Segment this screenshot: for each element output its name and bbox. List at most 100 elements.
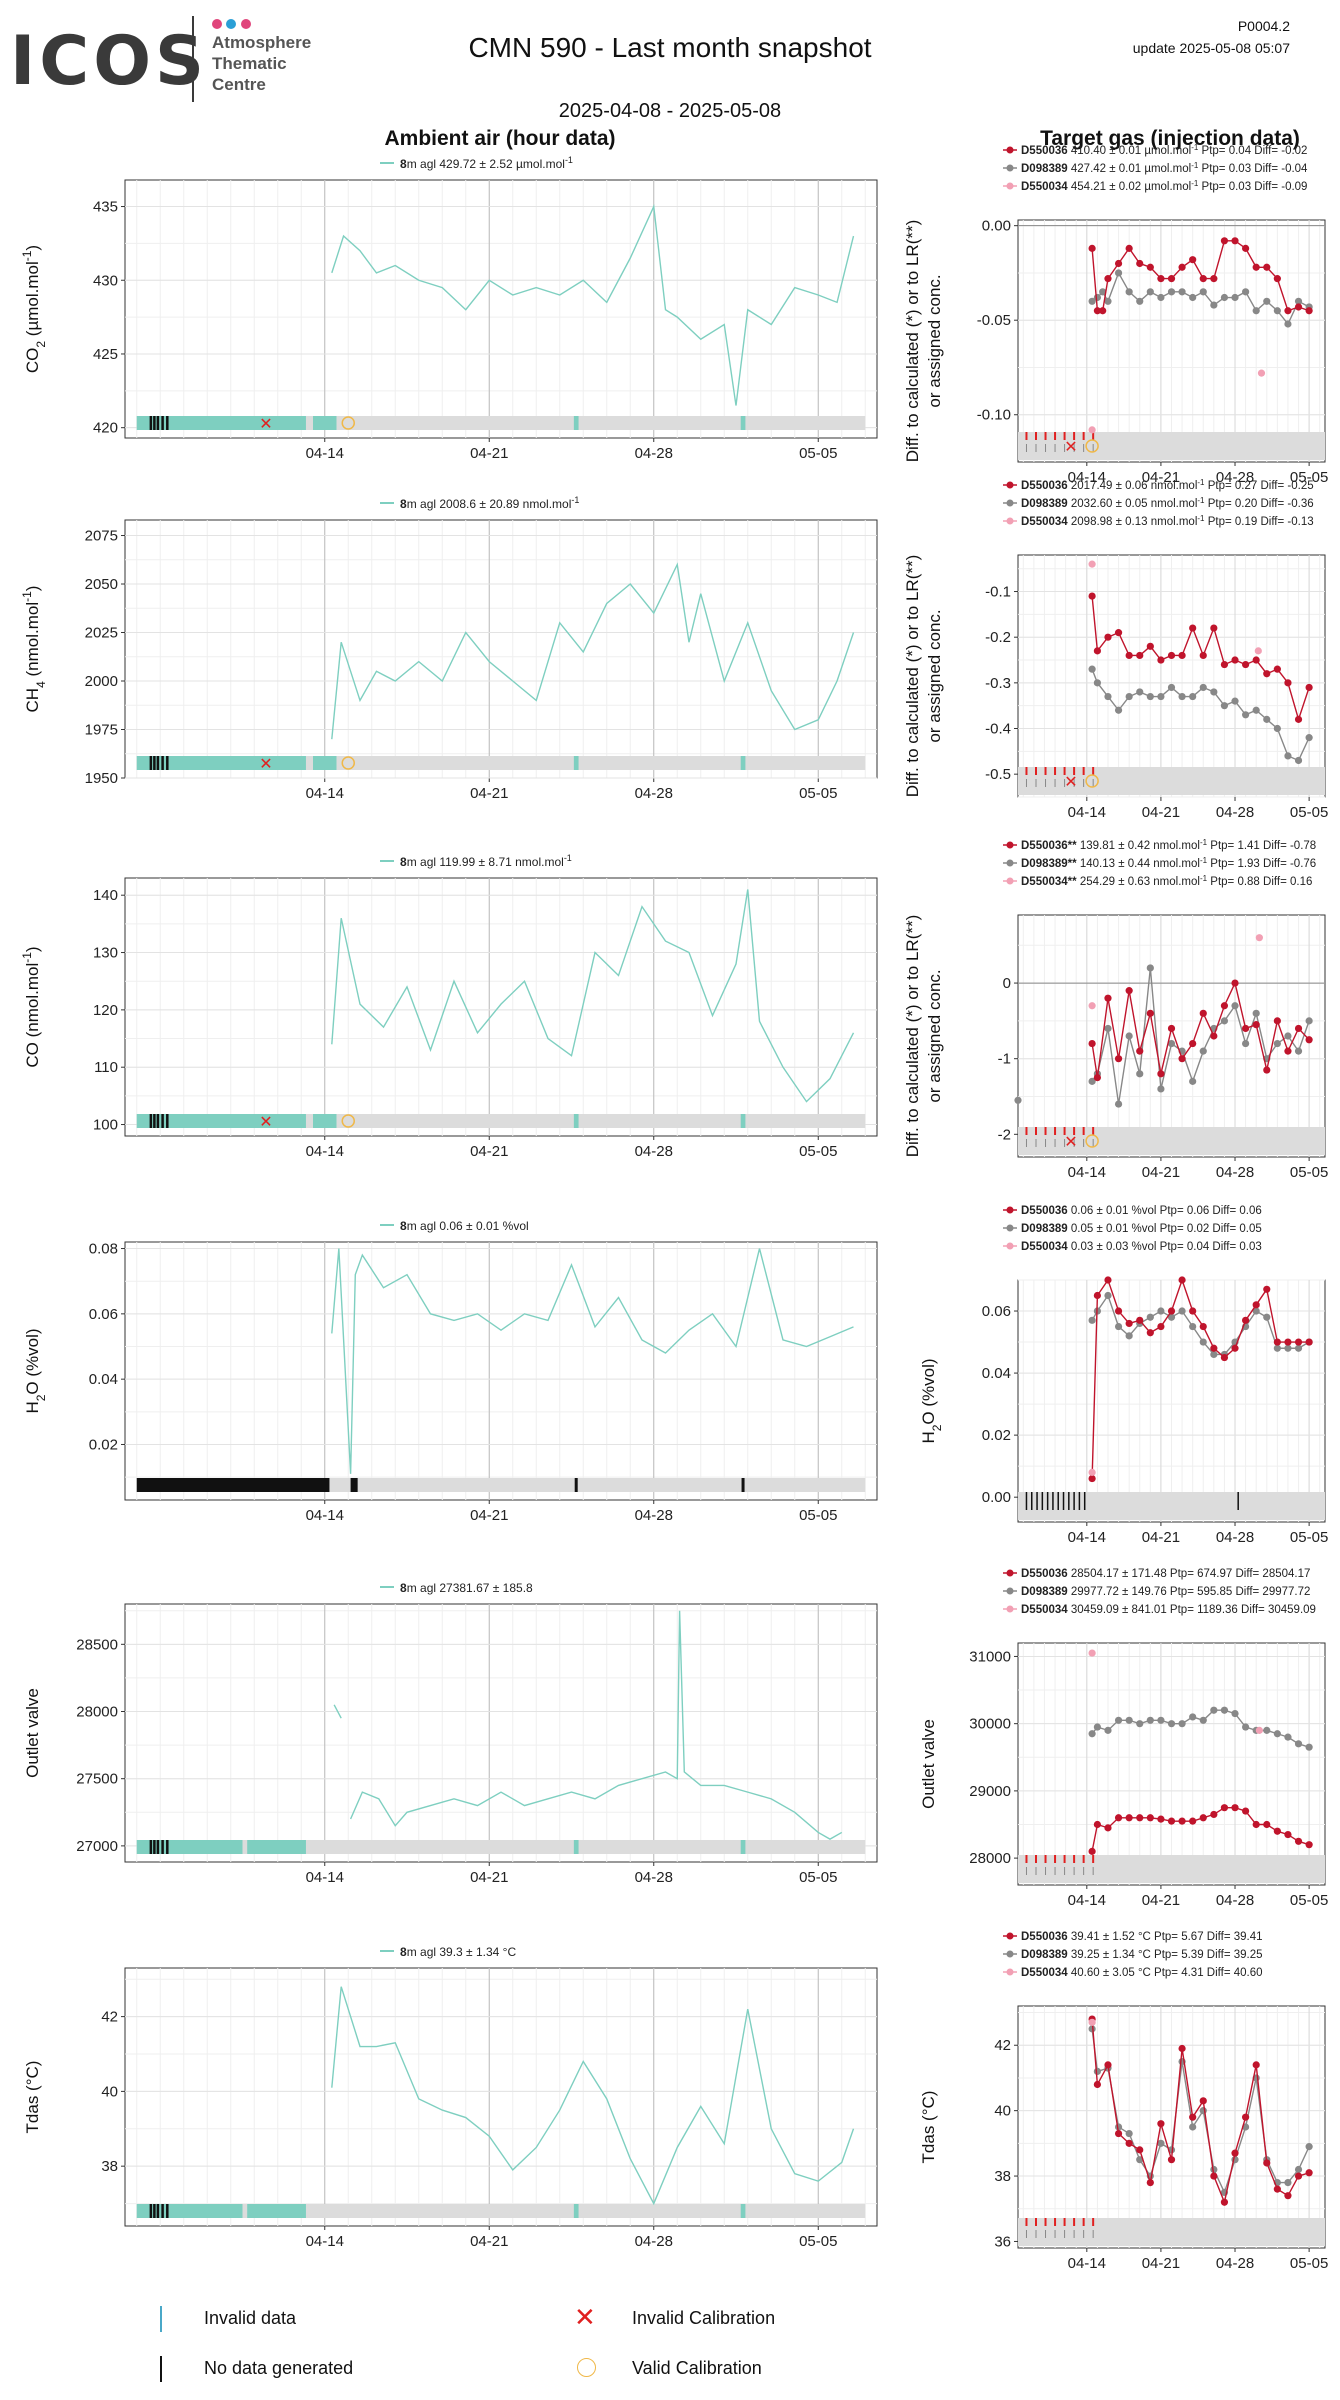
series-d550036-point	[1294, 2172, 1303, 2180]
invalid-data-symbol	[160, 2306, 162, 2332]
series-d098389-point	[1199, 1338, 1207, 1346]
series-d098389-point	[1104, 1024, 1112, 1033]
y-tick-label: -0.05	[977, 312, 1011, 329]
series-d550036-point	[1114, 259, 1123, 268]
label-part: )	[23, 586, 42, 592]
legend-value: 0.03 ± 0.03 %vol	[1068, 1241, 1157, 1253]
no-data-block	[136, 1478, 330, 1492]
legend-stats: Ptp= 1.41 Diff= -0.78	[1207, 840, 1316, 852]
x-tick-label: 05-05	[1290, 2255, 1328, 2272]
series-d550036-point	[1099, 307, 1107, 315]
legend-stats: Ptp= 5.67 Diff= 39.41	[1151, 1931, 1263, 1943]
series-d550036-point	[1231, 1804, 1239, 1812]
series-d550034-point	[1088, 1649, 1096, 1657]
y-tick-label: 425	[93, 346, 118, 363]
series-d550036-point	[1220, 1804, 1229, 1812]
legend-strong: 8	[400, 1581, 407, 1595]
series-d098389-point	[1146, 692, 1154, 701]
series-d098389-point	[1167, 1720, 1176, 1728]
series-d550036-point	[1199, 2097, 1207, 2105]
series-d098389-point	[1167, 1313, 1176, 1321]
series-d550036-point	[1136, 651, 1144, 660]
x-tick-label: 04-21	[470, 1507, 508, 1524]
series-d098389-point	[1114, 1100, 1123, 1108]
series-d550036-point	[1220, 1353, 1229, 1362]
series-d098389-point	[1284, 1344, 1292, 1352]
invalid-calibration-marker: ✕	[259, 1114, 272, 1131]
legend-text: D550034 30459.09 ± 841.01 Ptp= 1189.36 D…	[1021, 1604, 1316, 1616]
series-d550034-point	[1257, 369, 1266, 377]
series-d550036-point	[1167, 2156, 1176, 2164]
series-d550034-point	[1255, 934, 1263, 942]
series-d550036-point	[1167, 1024, 1176, 1033]
series-d098389-point	[1167, 683, 1176, 692]
series-d098389-point	[1231, 697, 1239, 705]
x-tick-label: 04-14	[306, 2233, 344, 2250]
series-d550036-point	[1093, 307, 1101, 315]
status-valid-segment	[313, 416, 337, 430]
series-d550036-point	[1157, 656, 1165, 664]
series-d098389-point	[1220, 702, 1229, 710]
invalid-calibration-marker: ✕	[259, 416, 272, 433]
label-part: CO	[23, 348, 42, 374]
series-d550036-line	[1091, 2019, 1310, 2205]
series-d550036-point	[1189, 624, 1197, 632]
legend-strong: 8	[400, 497, 407, 511]
legend-name: D098389	[1021, 498, 1068, 510]
legend-text: D098389 0.05 ± 0.01 %vol Ptp= 0.02 Diff=…	[1021, 1223, 1262, 1235]
series-d098389-point	[1146, 964, 1154, 972]
series-d550036-point	[1114, 1814, 1123, 1822]
legend-strong: 8	[400, 1219, 407, 1233]
invalid-calibration-marker: ✕	[1064, 1134, 1077, 1151]
series-d550036-point	[1167, 651, 1176, 660]
series-d550036-point	[1136, 2146, 1144, 2154]
series-d098389-line	[1091, 1293, 1310, 1356]
series-d550036-point	[1231, 979, 1239, 987]
series-d550036-point	[1210, 275, 1218, 283]
report-code: P0004.2	[1237, 18, 1290, 34]
series-d098389-point	[1125, 1716, 1133, 1724]
x-tick-label: 04-14	[306, 785, 344, 802]
legend-text: D550036** 139.81 ± 0.42 nmol.mol-1 Ptp= …	[1021, 838, 1316, 853]
series-d550036-point	[1199, 651, 1207, 660]
x-tick-label: 04-28	[1216, 469, 1254, 486]
series-d550036-point	[1114, 1055, 1123, 1063]
valid-calibration-symbol	[577, 2358, 596, 2377]
target-legend-item: D550034 454.21 ± 0.02 µmol.mol-1 Ptp= 0.…	[1003, 179, 1307, 193]
y-axis-label: Diff. to calculated (*) or to LR(**)	[903, 220, 922, 463]
series-d098389-line	[1091, 967, 1310, 1105]
legend-text: D550034** 254.29 ± 0.63 nmol.mol-1 Ptp= …	[1021, 874, 1312, 889]
target-panel-co-target: 04-14 04-21 04-28 05-05 0 -1 -2 ✕ D550036** 139.…	[903, 838, 1328, 1182]
legend-text: 8m agl 0.06 ± 0.01 %vol	[400, 1219, 529, 1233]
x-tick-label: 04-21	[1142, 804, 1180, 821]
status-valid-segment	[313, 1114, 337, 1128]
series-legend: 8m agl 27381.67 ± 185.8	[380, 1581, 533, 1595]
series-d098389-point	[1305, 734, 1313, 742]
series-d098389-point	[1294, 2165, 1303, 2174]
series-d550036-point	[1231, 237, 1239, 245]
series-d098389-point	[1088, 1730, 1096, 1738]
logo-wordmark: ICOS	[10, 22, 208, 101]
x-tick-label: 04-21	[1142, 2255, 1180, 2272]
series-d098389-point	[1114, 1322, 1123, 1331]
label-part: (nmol.mol	[23, 602, 42, 681]
series-d098389-point	[1099, 288, 1107, 296]
series-line	[333, 1704, 342, 1719]
series-d098389-point	[1088, 665, 1096, 673]
series-d550036-point	[1210, 1032, 1218, 1040]
series-d098389-point	[1167, 288, 1176, 296]
series-d098389-point	[1104, 692, 1112, 701]
invalid-calibration-label: Invalid Calibration	[632, 2308, 776, 2328]
series-d550036-line	[1091, 596, 1310, 722]
legend-strong: 8	[400, 157, 407, 171]
status-valid-segment	[136, 1114, 306, 1128]
series-d550034-point	[1088, 560, 1096, 568]
series-d098389-point	[1178, 1720, 1186, 1728]
series-d098389-point	[1157, 1716, 1165, 1724]
series-d550036-point	[1178, 651, 1186, 660]
series-d550036-point	[1178, 263, 1186, 271]
y-tick-label: 140	[93, 887, 118, 904]
series-d098389-point	[1125, 288, 1133, 296]
y-tick-label: 0.00	[982, 1489, 1011, 1506]
legend-point	[1006, 1950, 1014, 1958]
